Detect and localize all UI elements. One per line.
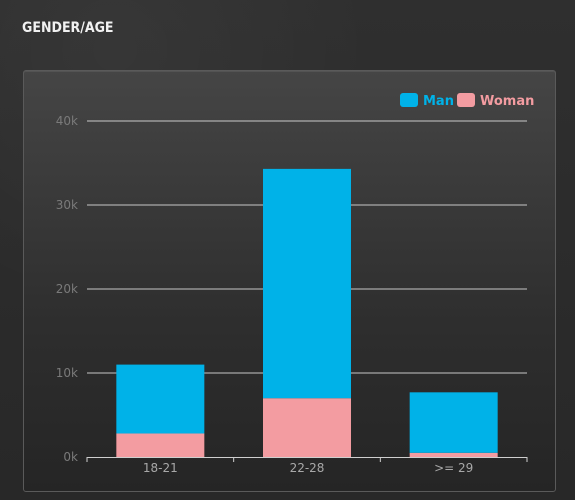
y-tick-label: 10k <box>56 366 78 380</box>
bar-woman[interactable] <box>116 433 205 457</box>
y-tick-label: 20k <box>56 282 78 296</box>
legend-label-man[interactable]: Man <box>423 94 454 109</box>
bars-layer <box>116 168 498 457</box>
y-tick-label: 0k <box>63 450 78 464</box>
y-tick-label: 30k <box>56 198 78 212</box>
legend-swatch-woman[interactable] <box>457 93 475 107</box>
y-tick-label: 40k <box>56 114 78 128</box>
x-tick-label: 18-21 <box>143 461 178 475</box>
x-tick-label: >= 29 <box>434 461 473 475</box>
bar-woman[interactable] <box>409 452 498 457</box>
legend-label-woman[interactable]: Woman <box>480 94 534 109</box>
bar-man[interactable] <box>263 168 351 399</box>
bar-man[interactable] <box>409 392 498 453</box>
legend[interactable]: Man Woman <box>400 93 534 109</box>
bar-man[interactable] <box>116 364 205 434</box>
x-tick-label: 22-28 <box>290 461 325 475</box>
chart-panel: 0k 10k 20k 30k 40k 18-21 22-28 >= 29 Man Woman <box>23 70 556 492</box>
bar-woman[interactable] <box>263 398 351 457</box>
legend-swatch-man[interactable] <box>400 93 418 107</box>
stacked-bar-chart: 0k 10k 20k 30k 40k 18-21 22-28 >= 29 Man Woman <box>56 93 534 475</box>
axis-layer: 0k 10k 20k 30k 40k 18-21 22-28 >= 29 <box>56 114 528 475</box>
widget-title: GENDER/AGE <box>22 20 114 36</box>
